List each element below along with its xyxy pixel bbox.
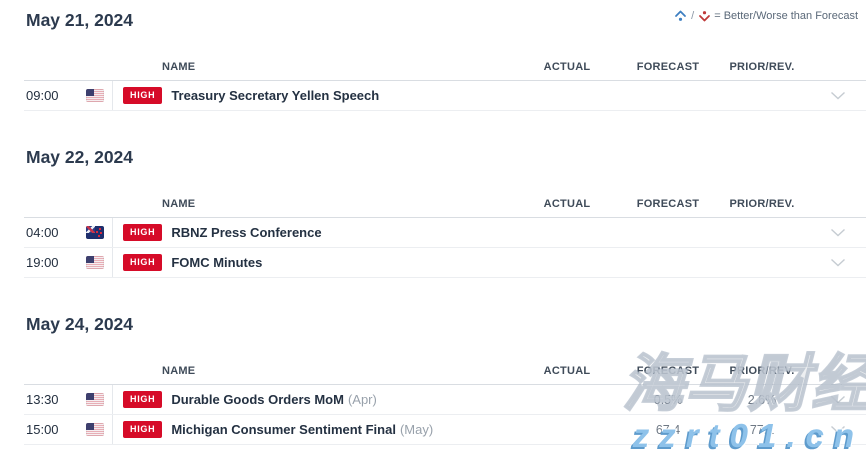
date-heading: May 24, 2024 — [26, 314, 134, 334]
event-time: 19:00 — [26, 255, 59, 270]
column-header-forecast: FORECAST — [636, 365, 700, 377]
forecast-value: 0.5% — [653, 392, 683, 407]
legend-text: = Better/Worse than Forecast — [714, 10, 858, 22]
column-header-actual: ACTUAL — [543, 61, 591, 73]
column-header-actual: ACTUAL — [543, 198, 591, 210]
impact-high-badge: HIGH — [123, 87, 163, 104]
event-row[interactable]: 19:00 HIGH FOMC Minutes — [24, 248, 866, 278]
flag-us-icon — [86, 256, 104, 269]
event-name: FOMC Minutes — [171, 255, 263, 270]
flag-us-icon — [86, 393, 104, 406]
chevron-down-icon[interactable] — [830, 395, 846, 404]
prior-value: 2.6% — [747, 392, 777, 407]
chevron-down-icon[interactable] — [830, 258, 846, 267]
impact-high-badge: HIGH — [123, 391, 163, 408]
table-header-row: NAME ACTUAL FORECAST PRIOR/REV. — [24, 168, 866, 218]
forecast-value: 67.4 — [655, 422, 681, 437]
column-header-prior: PRIOR/REV. — [729, 198, 795, 210]
event-period: (Apr) — [347, 392, 377, 407]
chevron-down-icon[interactable] — [830, 228, 846, 237]
event-time: 15:00 — [26, 422, 59, 437]
event-name: RBNZ Press Conference — [171, 225, 322, 240]
impact-high-badge: HIGH — [123, 421, 163, 438]
worse-than-forecast-icon — [699, 11, 711, 22]
chevron-down-icon[interactable] — [830, 425, 846, 434]
prior-value: 77.2 — [749, 422, 775, 437]
better-than-forecast-icon — [675, 10, 687, 21]
event-time: 04:00 — [26, 225, 59, 240]
events-table: NAME ACTUAL FORECAST PRIOR/REV. 09:00 HI… — [24, 31, 866, 111]
column-header-prior: PRIOR/REV. — [729, 365, 795, 377]
impact-high-badge: HIGH — [123, 224, 163, 241]
event-name: Durable Goods Orders MoM — [171, 392, 344, 407]
flag-us-icon — [86, 89, 104, 102]
event-name: Treasury Secretary Yellen Speech — [171, 88, 380, 103]
column-header-name: NAME — [162, 198, 196, 210]
event-row[interactable]: 13:30 HIGH Durable Goods Orders MoM (Apr… — [24, 385, 866, 415]
column-header-forecast: FORECAST — [636, 61, 700, 73]
column-header-actual: ACTUAL — [543, 365, 591, 377]
chevron-down-icon[interactable] — [830, 91, 846, 100]
event-row[interactable]: 15:00 HIGH Michigan Consumer Sentiment F… — [24, 415, 866, 445]
impact-high-badge: HIGH — [123, 254, 163, 271]
events-table: NAME ACTUAL FORECAST PRIOR/REV. 13:30 HI… — [24, 335, 866, 445]
legend-separator: / — [691, 10, 695, 22]
column-header-name: NAME — [162, 365, 196, 377]
forecast-legend: / = Better/Worse than Forecast — [674, 10, 858, 22]
day-section: May 24, 2024 NAME ACTUAL FORECAST PRIOR/… — [0, 314, 866, 445]
event-row[interactable]: 04:00 HIGH RBNZ Press Conference — [24, 218, 866, 248]
date-heading: May 22, 2024 — [26, 147, 134, 167]
column-header-prior: PRIOR/REV. — [729, 61, 795, 73]
table-header-row: NAME ACTUAL FORECAST PRIOR/REV. — [24, 335, 866, 385]
event-period: (May) — [399, 422, 434, 437]
event-name: Michigan Consumer Sentiment Final — [171, 422, 396, 437]
event-time: 13:30 — [26, 392, 59, 407]
events-table: NAME ACTUAL FORECAST PRIOR/REV. 04:00 HI… — [24, 168, 866, 278]
event-row[interactable]: 09:00 HIGH Treasury Secretary Yellen Spe… — [24, 81, 866, 111]
column-header-forecast: FORECAST — [636, 198, 700, 210]
day-section: May 21, 2024 NAME ACTUAL FORECAST PRIOR/… — [0, 10, 866, 111]
table-header-row: NAME ACTUAL FORECAST PRIOR/REV. — [24, 31, 866, 81]
flag-us-icon — [86, 423, 104, 436]
column-header-name: NAME — [162, 61, 196, 73]
day-section: May 22, 2024 NAME ACTUAL FORECAST PRIOR/… — [0, 147, 866, 278]
flag-nz-icon — [86, 226, 104, 239]
event-time: 09:00 — [26, 88, 59, 103]
date-heading: May 21, 2024 — [26, 10, 134, 30]
